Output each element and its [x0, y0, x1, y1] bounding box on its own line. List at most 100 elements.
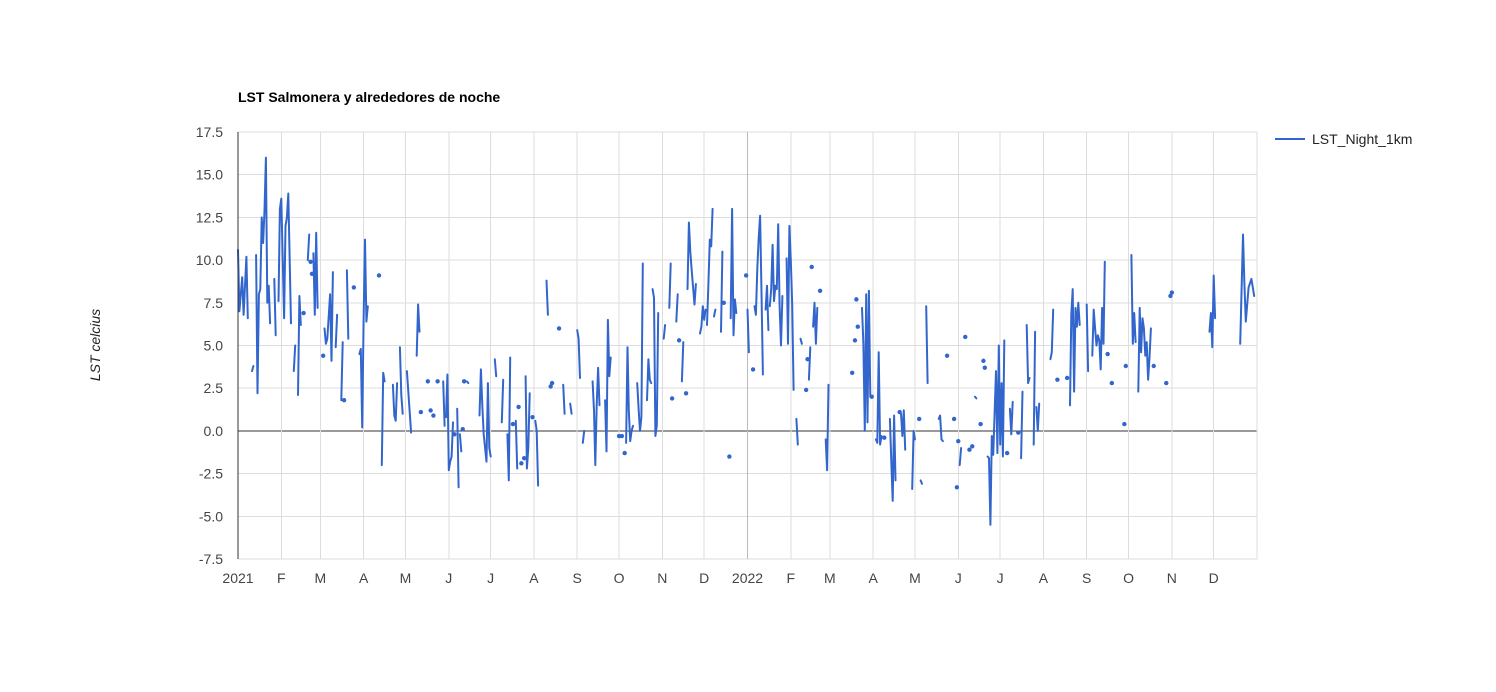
series-point	[1105, 351, 1110, 357]
series-line-segment	[1049, 308, 1055, 361]
series-point	[519, 461, 524, 466]
series-point	[951, 416, 957, 422]
x-tick-label: M	[315, 570, 327, 586]
series-line-segment	[255, 156, 272, 395]
series-point	[376, 273, 382, 278]
series-line-segment	[785, 224, 795, 391]
series-line-segment	[345, 269, 350, 340]
series-line-segment	[668, 262, 672, 309]
series-point	[516, 404, 521, 410]
series-point	[882, 435, 887, 440]
series-point	[1151, 363, 1156, 369]
series-line-segment	[675, 293, 679, 323]
x-tick-label: M	[909, 570, 921, 586]
x-tick-label: O	[614, 570, 625, 586]
series-point	[521, 456, 527, 461]
y-tick-label: 10.0	[196, 252, 223, 268]
series-line-segment	[391, 382, 399, 422]
x-tick-label: F	[786, 570, 795, 586]
series-line-segment	[662, 324, 667, 340]
series-line-segment	[651, 288, 660, 437]
x-tick-label: A	[359, 570, 369, 586]
series-point	[308, 259, 313, 265]
series-line-segment	[306, 233, 311, 262]
x-tick-label: J	[445, 570, 452, 586]
series-line-segment	[1069, 288, 1081, 407]
series-point	[452, 432, 457, 437]
series-line-segment	[277, 192, 292, 325]
series-line-segment	[1020, 390, 1024, 460]
series-line-segment	[1091, 260, 1106, 371]
x-tick-label: M	[824, 570, 836, 586]
series-point	[803, 387, 809, 393]
series-line-segment	[706, 207, 714, 326]
y-tick-label: 2.5	[204, 380, 224, 396]
series-line-segment	[764, 284, 770, 332]
series-line-segment	[534, 419, 540, 487]
series-line-segment	[1239, 233, 1256, 345]
series-point	[351, 285, 357, 290]
series-line-segment	[340, 341, 344, 402]
x-tick-label: D	[699, 570, 709, 586]
series-point	[425, 379, 431, 384]
series-point	[431, 413, 436, 418]
series-line-segment	[405, 370, 413, 434]
series-point	[622, 450, 627, 456]
series-point	[341, 397, 347, 403]
series-point	[944, 353, 950, 358]
series-line-segment	[500, 378, 505, 424]
y-tick-label: 17.5	[196, 124, 223, 140]
series-line-segment	[506, 356, 512, 482]
series-line-segment	[680, 341, 685, 383]
series-line-segment	[581, 429, 586, 444]
series-point	[301, 310, 306, 316]
series-line-segment	[562, 383, 566, 415]
x-tick-label: J	[997, 570, 1004, 586]
series-line-segment	[1035, 402, 1041, 432]
x-tick-label: N	[1167, 570, 1177, 586]
x-tick-label: A	[529, 570, 539, 586]
series-line-segment	[720, 250, 724, 333]
legend-label: LST_Night_1km	[1312, 131, 1413, 147]
series-point	[727, 454, 732, 459]
series-point	[616, 433, 622, 439]
series-point	[1123, 363, 1128, 369]
grid-layer	[237, 131, 1258, 560]
series-point	[320, 353, 326, 358]
series-line-segment	[1032, 330, 1037, 446]
series-point	[743, 273, 749, 278]
series-line-segment	[795, 417, 799, 446]
series-line-segment	[1137, 306, 1152, 393]
x-tick-label: J	[955, 570, 962, 586]
series-point	[967, 447, 972, 452]
series-line-segment	[415, 303, 421, 357]
series-line-segment	[753, 214, 764, 376]
series-point	[669, 396, 675, 401]
series-line-segment	[237, 248, 249, 320]
series-point	[1004, 450, 1010, 456]
series-line-segment	[729, 207, 738, 337]
series-point	[418, 409, 424, 415]
series-point	[854, 297, 859, 302]
series-point	[817, 288, 823, 294]
series-point	[530, 415, 535, 420]
y-tick-label: 7.5	[204, 295, 224, 311]
series-point	[982, 365, 988, 370]
series-point	[954, 485, 960, 490]
legend[interactable]: LST_Night_1km	[1275, 131, 1412, 147]
series-point	[1055, 377, 1060, 382]
series-line-segment	[591, 366, 601, 467]
series-line-segment	[1008, 400, 1014, 436]
series-point	[1109, 380, 1115, 386]
series-line-segment	[874, 351, 883, 446]
series-point	[916, 416, 922, 422]
series-point	[428, 408, 433, 413]
x-tick-label: A	[1039, 570, 1049, 586]
series-line-segment	[900, 409, 907, 451]
series-line-segment	[807, 346, 812, 381]
series-line-segment	[292, 344, 297, 373]
y-tick-label: -2.5	[199, 466, 223, 482]
series-point	[556, 326, 562, 331]
